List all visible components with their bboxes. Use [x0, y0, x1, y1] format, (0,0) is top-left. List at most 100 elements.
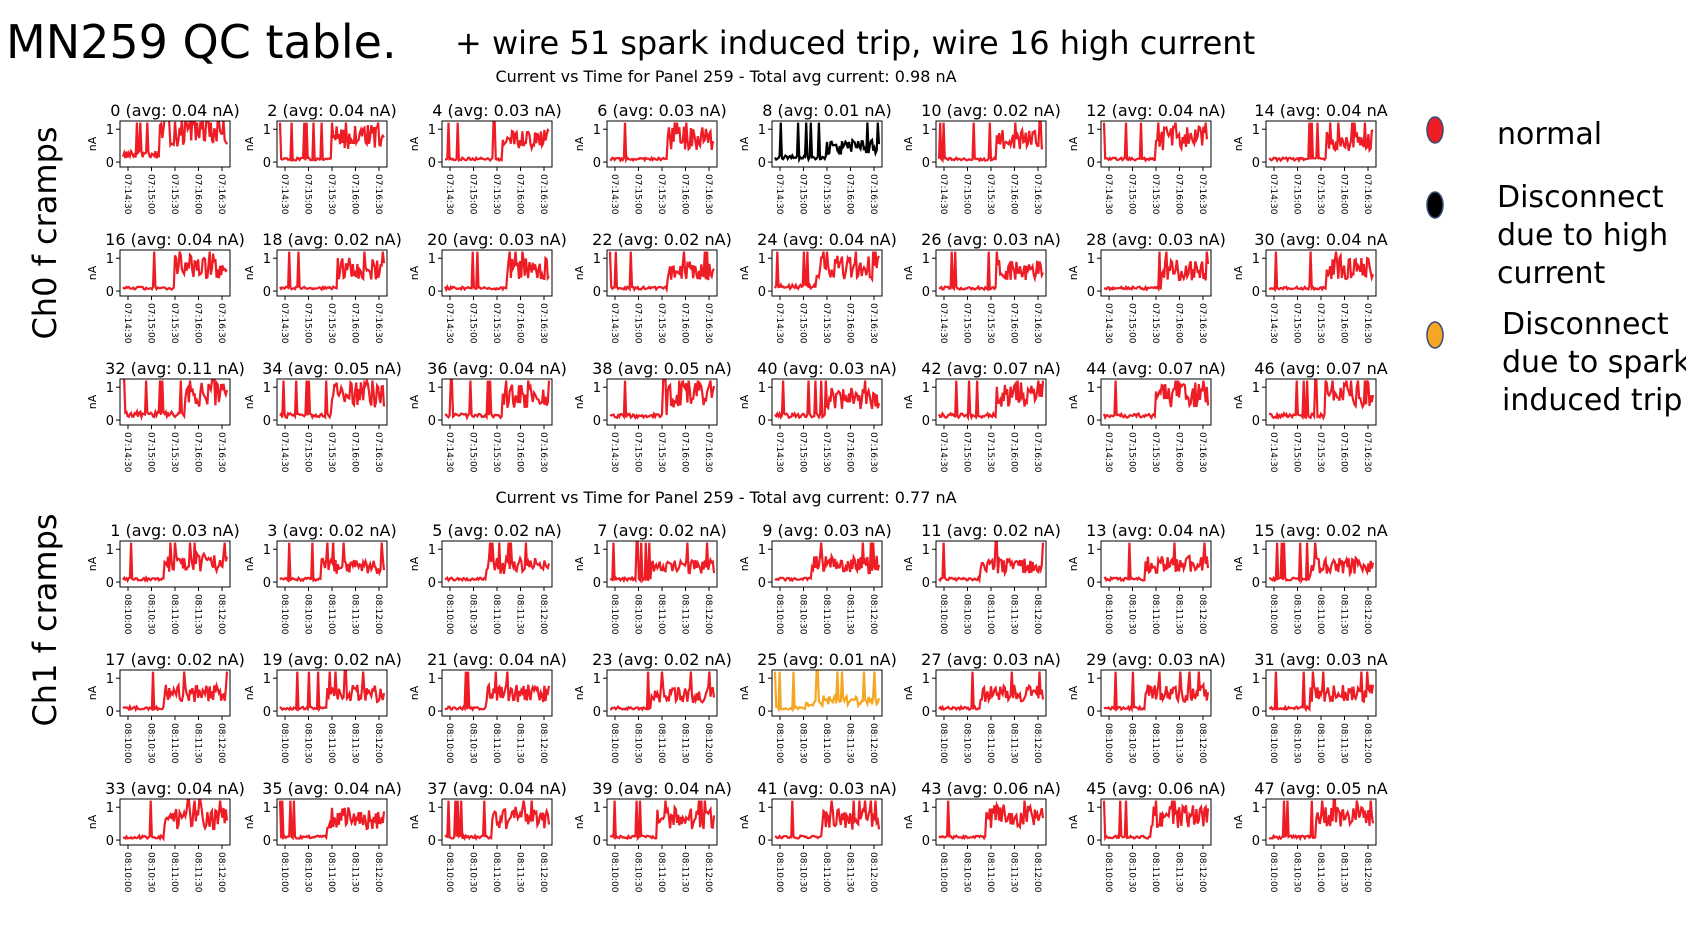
x-tick-label: 07:16:00	[1339, 432, 1349, 473]
subplot-wire-40: 40 (avg: 0.03 nA) 0 1 nA 07:14:30 07:15:00 07:…	[738, 359, 897, 473]
y-tick-label: 1	[428, 381, 436, 396]
x-tick-label: 07:16:00	[193, 174, 203, 215]
x-tick-label: 07:16:30	[1362, 174, 1372, 215]
x-tick-label: 08:12:00	[373, 594, 383, 635]
subplot-wire-35: 35 (avg: 0.04 nA) 0 1 nA 08:10:00 08:10:30 08:…	[243, 779, 402, 893]
subplot-title: 41 (avg: 0.03 nA)	[757, 779, 897, 798]
x-tick-label: 08:12:00	[216, 852, 226, 893]
x-tick-label: 07:14:30	[122, 174, 132, 215]
y-axis-label: nA	[738, 814, 751, 829]
y-axis-label: nA	[1067, 814, 1080, 829]
subplot-wire-28: 28 (avg: 0.03 nA) 0 1 nA 07:14:30 07:15:00 07:…	[1067, 230, 1226, 344]
x-tick-label: 08:11:30	[193, 594, 203, 635]
subplot-wire-5: 5 (avg: 0.02 nA) 0 1 nA 08:10:00 08:10:30 08:1…	[408, 521, 562, 635]
subplot-wire-27: 27 (avg: 0.03 nA) 0 1 nA 08:10:00 08:10:30 08:…	[902, 650, 1061, 764]
x-tick-label: 08:11:00	[656, 852, 666, 893]
row-label-ch1: Ch1 f cramps	[26, 513, 64, 726]
subplot-wire-15: 15 (avg: 0.02 nA 0 1 nA 08:10:00 08:10:30 08:1…	[1232, 521, 1388, 635]
x-tick-label: 07:15:30	[1150, 174, 1160, 215]
y-tick-label: 1	[1252, 543, 1260, 558]
y-axis-label: nA	[1232, 685, 1245, 700]
y-tick-label: 0	[263, 414, 271, 429]
subplot-title: 42 (avg: 0.07 nA)	[921, 359, 1061, 378]
legend-item-0: normal	[1426, 116, 1602, 152]
subplot-title: 26 (avg: 0.03 nA)	[921, 230, 1061, 249]
series-line	[444, 800, 551, 842]
x-tick-label: 08:12:00	[1197, 594, 1207, 635]
x-tick-label: 08:12:00	[703, 723, 713, 764]
subplot-title: 24 (avg: 0.04 nA)	[757, 230, 897, 249]
y-axis-label: nA	[1232, 814, 1245, 829]
x-tick-label: 07:15:00	[468, 174, 478, 215]
y-axis-label: nA	[243, 394, 256, 409]
x-tick-label: 07:15:00	[146, 303, 156, 344]
subplot-wire-42: 42 (avg: 0.07 nA) 0 1 nA 07:14:30 07:15:00 07:…	[902, 359, 1061, 473]
y-axis-label: nA	[86, 814, 99, 829]
x-tick-label: 08:11:00	[169, 852, 179, 893]
x-tick-label: 08:11:00	[1315, 852, 1325, 893]
x-tick-label: 07:15:00	[633, 303, 643, 344]
subplot-wire-23: 23 (avg: 0.02 nA) 0 1 nA 08:10:00 08:10:30 08:…	[573, 650, 732, 764]
y-axis-label: nA	[573, 136, 586, 151]
series-line	[278, 800, 386, 841]
subplot-title: 5 (avg: 0.02 nA)	[432, 521, 561, 540]
x-tick-label: 08:11:00	[491, 594, 501, 635]
x-tick-label: 07:16:30	[1362, 432, 1372, 473]
y-tick-label: 0	[263, 285, 271, 300]
x-tick-label: 08:12:00	[703, 594, 713, 635]
y-axis-label: nA	[243, 265, 256, 280]
subplot-wire-18: 18 (avg: 0.02 nA) 0 1 nA 07:14:30 07:15:00 07:…	[243, 230, 402, 344]
subplot-title: 10 (avg: 0.02 nA)	[921, 101, 1061, 120]
subplot-wire-34: 34 (avg: 0.05 nA) 0 1 nA 07:14:30 07:15:00 07:…	[243, 359, 402, 473]
x-tick-label: 08:10:30	[1127, 723, 1137, 764]
y-axis-label: nA	[1232, 265, 1245, 280]
x-tick-label: 07:15:00	[468, 303, 478, 344]
y-axis-label: nA	[738, 394, 751, 409]
chart-title: Current vs Time for Panel 259 - Total av…	[495, 488, 956, 507]
y-tick-label: 1	[922, 672, 930, 687]
x-tick-label: 07:15:00	[303, 432, 313, 473]
y-tick-label: 0	[922, 156, 930, 171]
y-tick-label: 1	[263, 543, 271, 558]
series-line	[1268, 671, 1375, 713]
y-tick-label: 0	[428, 705, 436, 720]
subplot-title: 20 (avg: 0.03 nA)	[427, 230, 567, 249]
y-axis-label: nA	[573, 814, 586, 829]
x-tick-label: 08:10:30	[798, 723, 808, 764]
y-tick-label: 1	[263, 123, 271, 138]
y-tick-label: 0	[428, 576, 436, 591]
series-line	[608, 251, 715, 294]
x-tick-label: 07:15:00	[962, 174, 972, 215]
x-tick-label: 07:16:00	[680, 303, 690, 344]
x-tick-label: 08:10:30	[468, 852, 478, 893]
y-axis-label: nA	[1067, 394, 1080, 409]
x-tick-label: 08:11:30	[845, 594, 855, 635]
x-tick-label: 07:16:00	[350, 174, 360, 215]
x-tick-label: 08:10:00	[938, 723, 948, 764]
y-axis-label: nA	[1067, 556, 1080, 571]
y-axis-label: nA	[408, 685, 421, 700]
y-axis-label: nA	[902, 814, 915, 829]
subplot-title: 14 (avg: 0.04 nA	[1254, 101, 1387, 120]
y-axis-label: nA	[243, 136, 256, 151]
y-tick-label: 0	[593, 834, 601, 849]
x-tick-label: 08:11:30	[515, 852, 525, 893]
y-tick-label: 1	[1087, 543, 1095, 558]
x-tick-label: 07:16:30	[216, 174, 226, 215]
x-tick-label: 07:14:30	[279, 432, 289, 473]
subplot-title: 28 (avg: 0.03 nA)	[1086, 230, 1226, 249]
series-line	[1102, 122, 1209, 163]
series-line	[122, 542, 229, 583]
x-tick-label: 07:15:30	[169, 174, 179, 215]
x-tick-label: 08:11:00	[326, 594, 336, 635]
series-line	[279, 379, 386, 421]
x-tick-label: 07:14:30	[609, 174, 619, 215]
x-tick-label: 07:15:30	[821, 432, 831, 473]
subplot-wire-4: 4 (avg: 0.03 nA) 0 1 nA 07:14:30 07:15:00 07:1…	[408, 101, 562, 215]
x-tick-label: 07:15:30	[821, 303, 831, 344]
subplot-title: 25 (avg: 0.01 nA)	[757, 650, 897, 669]
y-tick-label: 0	[593, 705, 601, 720]
y-axis-label: nA	[1232, 556, 1245, 571]
subplot-wire-19: 19 (avg: 0.02 nA) 0 1 nA 08:10:00 08:10:30 08:…	[243, 650, 402, 764]
